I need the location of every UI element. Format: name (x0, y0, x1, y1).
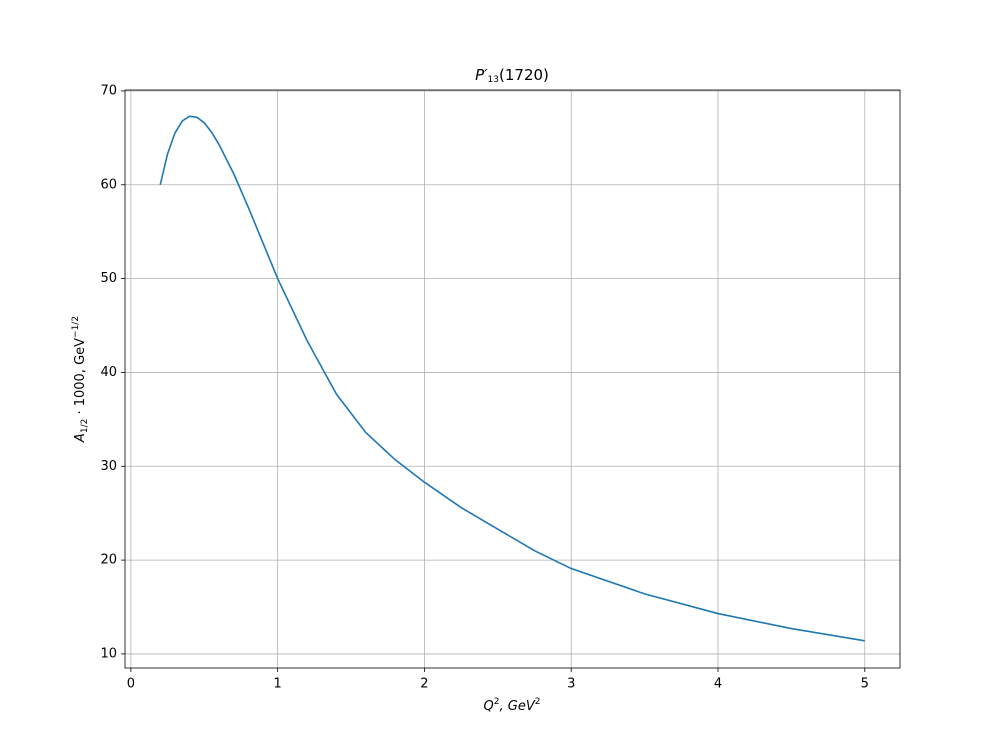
label-part: · 1000, GeV (73, 338, 88, 419)
x-tick-label: 2 (420, 677, 428, 692)
plot-frame (124, 89, 901, 669)
label-part: −1/2 (71, 316, 81, 338)
y-tick-label: 40 (100, 365, 117, 380)
y-tick-label: 30 (100, 459, 117, 474)
y-tick-label: 60 (100, 177, 117, 192)
label-part: A (73, 433, 88, 443)
x-axis-label: Q2, GeV2 (484, 697, 541, 714)
grid (125, 90, 900, 668)
title-part: 13 (488, 75, 499, 85)
label-part: Q (484, 699, 494, 714)
y-tick-label: 50 (100, 271, 117, 286)
label-part: 2 (535, 697, 541, 707)
title-part: (1720) (499, 66, 549, 84)
x-tick-label: 3 (567, 677, 575, 692)
x-tick-label: 0 (127, 677, 135, 692)
label-part: , GeV (500, 699, 536, 714)
plot-lines (159, 115, 865, 642)
x-tick-label: 4 (714, 677, 722, 692)
label-part: 1/2 (80, 419, 90, 433)
y-tick-label: 70 (100, 83, 117, 98)
chart-title: P′13(1720) (475, 66, 549, 85)
title-part: P′ (475, 66, 488, 84)
y-tick-label: 20 (100, 553, 117, 568)
x-tick-label: 1 (274, 677, 282, 692)
y-tick-label: 10 (100, 646, 117, 661)
y-axis-label: A1/2 · 1000, GeV−1/2 (71, 316, 90, 443)
label-part: 2 (494, 697, 500, 707)
x-tick-label: 5 (861, 677, 869, 692)
line-series (159, 115, 865, 642)
